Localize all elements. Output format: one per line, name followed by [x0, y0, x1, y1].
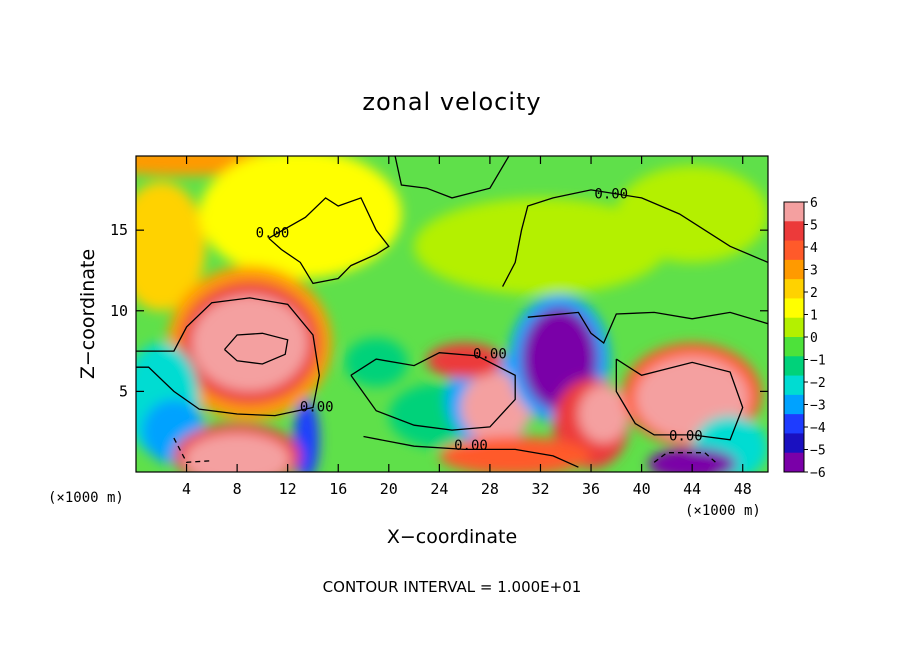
contour-label-1: 0.00 [594, 187, 628, 203]
field-center-max [460, 372, 532, 443]
contour-left-max [136, 297, 320, 417]
contour-left-inner [224, 332, 289, 365]
contour-bottom [363, 435, 579, 468]
contour-right-top [527, 311, 768, 345]
field-right-max [578, 384, 629, 443]
y-axis: 5 10 15 [110, 221, 768, 400]
x-axis-label: X−coordinate [386, 526, 518, 548]
x-tick-label-28: 28 [481, 480, 499, 498]
field-bottom-left-max [184, 433, 291, 472]
colorbar-swatch-10 [784, 394, 804, 415]
colorbar-label-8: −2 [810, 376, 826, 391]
y-axis-label: Z−coordinate [77, 248, 99, 380]
colorbar-swatch-0 [784, 202, 804, 222]
colorbar-label-6: 0 [810, 331, 818, 346]
contour-lines [136, 156, 768, 468]
colorbar-label-4: 2 [810, 286, 818, 301]
colorbar-swatch-6 [784, 317, 804, 338]
colorbar-label-3: 3 [810, 264, 818, 279]
colorbar-swatch-11 [784, 414, 804, 434]
colorbar-label-0: 6 [810, 196, 818, 211]
x-tick-label-44: 44 [683, 480, 701, 498]
colorbar-swatch-4 [784, 279, 804, 299]
field-cold-column [294, 399, 320, 472]
colorbar-label-9: −3 [810, 399, 826, 414]
field-bottom-right-min [647, 447, 737, 472]
x-tick-label-32: 32 [531, 480, 549, 498]
plot-frame [135, 155, 769, 473]
contour-upper-right [502, 189, 768, 287]
field-upper-right [616, 165, 768, 263]
contour-labels: 0.00 0.00 0.00 0.00 0.00 0.00 [256, 187, 703, 455]
x-tick-label-4: 4 [182, 480, 191, 498]
contour-upper-left [268, 197, 390, 285]
x-tick-label-8: 8 [233, 480, 242, 498]
colorbar-label-1: 5 [810, 219, 818, 234]
field-upper-mid [414, 197, 667, 295]
colorbar-label-2: 4 [810, 241, 818, 256]
y-tick-label-10: 10 [110, 302, 128, 320]
field-bottom-warm [439, 436, 592, 472]
velocity-field [136, 156, 768, 472]
colorbar-label-7: −1 [810, 354, 826, 369]
x-tick-label-36: 36 [582, 480, 600, 498]
y-tick-label-5: 5 [119, 382, 128, 400]
colorbar-swatch-1 [784, 221, 804, 242]
field-mid-cyan [344, 338, 408, 387]
colorbar-label-10: −4 [810, 421, 826, 436]
contour-label-5: 0.00 [669, 429, 703, 445]
x-unit-label-right: (×1000 m) [685, 503, 761, 519]
colorbar-swatch-12 [784, 433, 804, 454]
colorbar-swatch-3 [784, 259, 804, 280]
contour-label-3: 0.00 [300, 400, 334, 416]
x-tick-label-48: 48 [734, 480, 752, 498]
contour-label-0: 0.00 [256, 225, 290, 241]
colorbar-swatch-7 [784, 337, 804, 357]
contour-interval-note: CONTOUR INTERVAL = 1.000E+01 [322, 578, 582, 596]
colorbar-swatch-9 [784, 375, 804, 396]
field-upper-left-yellow [136, 181, 206, 311]
contour-far-right-max [615, 358, 744, 441]
x-tick-label-20: 20 [380, 480, 398, 498]
x-tick-label-12: 12 [279, 480, 297, 498]
contour-dashed-left [173, 437, 212, 463]
y-tick-label-15: 15 [110, 221, 128, 239]
field-center-red [426, 343, 503, 379]
colorbar: 6 5 4 3 2 1 0 −1 −2 −3 −4 −5 −6 [783, 196, 826, 481]
contour-top-mid [394, 156, 510, 199]
colorbar-swatch-8 [784, 356, 804, 377]
x-unit-label-left: (×1000 m) [48, 490, 124, 506]
colorbar-swatch-13 [784, 452, 804, 473]
colorbar-label-5: 1 [810, 309, 818, 324]
field-left-max [191, 294, 308, 392]
contour-label-2: 0.00 [473, 346, 507, 362]
chart-title: zonal velocity [362, 88, 542, 116]
x-tick-label-24: 24 [430, 480, 448, 498]
x-tick-label-16: 16 [329, 480, 347, 498]
colorbar-swatch-5 [784, 298, 804, 319]
contour-label-4: 0.00 [454, 438, 488, 454]
colorbar-swatch-2 [784, 240, 804, 261]
colorbar-label-12: −6 [810, 466, 826, 481]
x-axis: 4 8 12 16 20 24 28 32 36 40 44 48 [182, 156, 752, 498]
contour-center [350, 352, 516, 431]
colorbar-label-11: −5 [810, 444, 826, 459]
field-upper-light [199, 156, 402, 279]
x-tick-label-40: 40 [633, 480, 651, 498]
